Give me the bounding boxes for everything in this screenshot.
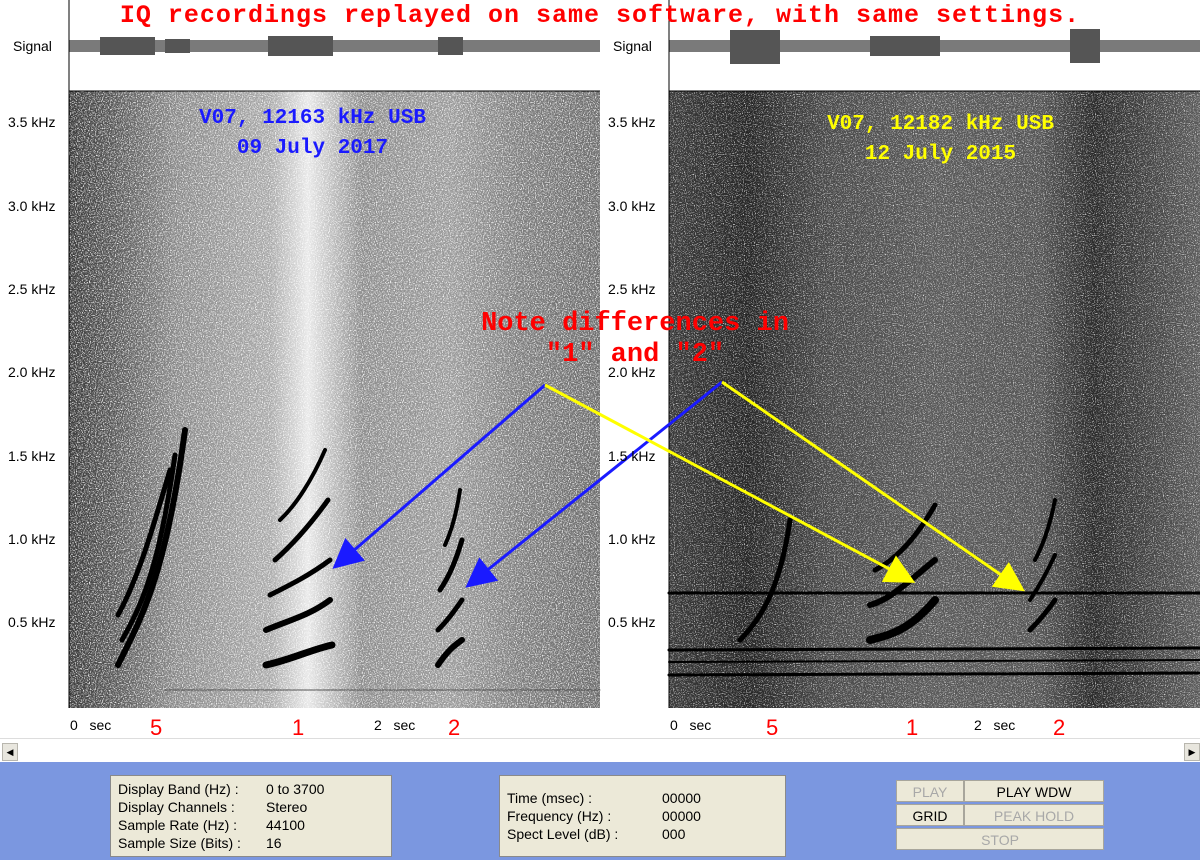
- y-tick: 1.5 kHz: [608, 448, 656, 464]
- level-value: 000: [662, 826, 686, 842]
- y-tick: 2.0 kHz: [608, 364, 656, 380]
- y-tick: 1.0 kHz: [8, 531, 56, 547]
- marker-1-left: 1: [292, 715, 305, 740]
- yellow-arrow-1: [544, 383, 916, 583]
- marker-2-left: 2: [448, 715, 461, 740]
- time-value: 00000: [662, 790, 701, 806]
- stop-button[interactable]: STOP: [896, 828, 1104, 850]
- signal-label-left: Signal: [13, 38, 52, 54]
- y-tick: 3.5 kHz: [608, 114, 656, 130]
- scroll-left-icon[interactable]: ◀: [2, 743, 18, 761]
- annotation-arrows: [332, 380, 1025, 592]
- y-tick: 2.5 kHz: [608, 281, 656, 297]
- y-tick: 3.0 kHz: [608, 198, 656, 214]
- size-label: Sample Size (Bits) :: [118, 835, 241, 851]
- level-label: Spect Level (dB) :: [507, 826, 619, 842]
- band-label: Display Band (Hz) :: [118, 781, 239, 797]
- left-station-line2: 09 July 2017: [236, 137, 389, 160]
- y-tick: 3.5 kHz: [8, 114, 56, 130]
- right-chirps: [667, 498, 1200, 677]
- y-tick: 0.5 kHz: [8, 614, 56, 630]
- right-signal-trace: [669, 29, 1200, 64]
- signal-label-right: Signal: [613, 38, 652, 54]
- scroll-right-icon[interactable]: ▶: [1184, 743, 1200, 761]
- left-spectrogram: [69, 91, 601, 708]
- x-tick-start-right: 0 sec: [670, 717, 712, 733]
- right-spectrogram: [667, 91, 1200, 708]
- peak-hold-button[interactable]: PEAK HOLD: [964, 804, 1104, 826]
- marker-5-left: 5: [150, 715, 163, 740]
- y-tick: 1.5 kHz: [8, 448, 56, 464]
- y-tick: 3.0 kHz: [8, 198, 56, 214]
- size-value: 16: [266, 835, 282, 851]
- marker-2-right: 2: [1053, 715, 1066, 740]
- note-annotation: Note differences in "1" and "2": [400, 309, 870, 371]
- left-station-label: V07, 12163 kHz USB 09 July 2017: [140, 104, 485, 164]
- note-line1: Note differences in: [481, 309, 789, 339]
- page-title: IQ recordings replayed on same software,…: [119, 1, 1081, 30]
- marker-1-right: 1: [906, 715, 919, 740]
- y-tick: 0.5 kHz: [608, 614, 656, 630]
- readout-box: Time (msec) : 00000 Frequency (Hz) : 000…: [499, 775, 786, 857]
- left-station-line1: V07, 12163 kHz USB: [199, 107, 426, 130]
- yellow-arrow-2: [721, 380, 1025, 592]
- y-tick: 2.5 kHz: [8, 281, 56, 297]
- y-tick: 1.0 kHz: [608, 531, 656, 547]
- channels-label: Display Channels :: [118, 799, 235, 815]
- x-tick-mid-right: 2 sec: [974, 717, 1016, 733]
- x-tick-mid-left: 2 sec: [374, 717, 416, 733]
- channels-value: Stereo: [266, 799, 308, 815]
- left-signal-trace: [69, 36, 600, 56]
- control-panel: Display Band (Hz) : 0 to 3700 Display Ch…: [0, 762, 1200, 860]
- grid-button[interactable]: GRID: [896, 804, 964, 826]
- y-tick: 2.0 kHz: [8, 364, 56, 380]
- blue-arrow-1: [332, 383, 546, 569]
- rate-label: Sample Rate (Hz) :: [118, 817, 238, 833]
- x-tick-start-left: 0 sec: [70, 717, 112, 733]
- right-station-line2: 12 July 2015: [864, 143, 1017, 166]
- left-chirps: [115, 427, 601, 691]
- play-button[interactable]: PLAY: [896, 780, 964, 802]
- horizontal-scrollbar[interactable]: ◀ ▶: [0, 738, 1200, 763]
- marker-5-right: 5: [766, 715, 779, 740]
- freq-value: 00000: [662, 808, 701, 824]
- time-label: Time (msec) :: [507, 790, 593, 806]
- right-station-label: V07, 12182 kHz USB 12 July 2015: [768, 110, 1113, 170]
- play-window-button[interactable]: PLAY WDW: [964, 780, 1104, 802]
- note-line2: "1" and "2": [545, 340, 725, 370]
- rate-value: 44100: [266, 817, 305, 833]
- display-info-box: Display Band (Hz) : 0 to 3700 Display Ch…: [110, 775, 392, 857]
- blue-arrow-2: [465, 380, 723, 588]
- band-value: 0 to 3700: [266, 781, 325, 797]
- freq-label: Frequency (Hz) :: [507, 808, 612, 824]
- right-station-line1: V07, 12182 kHz USB: [827, 113, 1054, 136]
